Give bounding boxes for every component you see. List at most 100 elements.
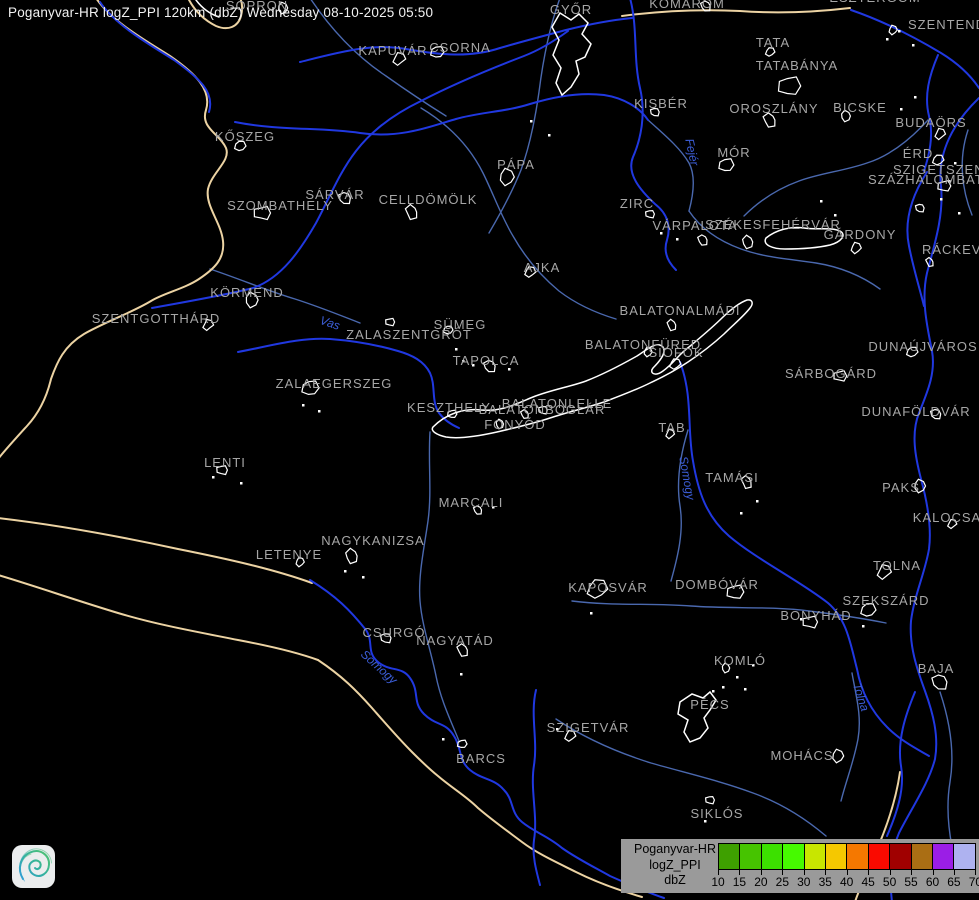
settlement-dot	[362, 576, 365, 579]
legend-color-cell	[932, 844, 955, 869]
town-boundary-marker	[704, 795, 716, 805]
water-outline	[551, 11, 592, 97]
town-boundary-marker	[233, 140, 247, 152]
county-border-line	[688, 210, 881, 290]
city-label: SZENTGOTTHÁRD	[91, 311, 221, 326]
city-label: KOMLÓ	[714, 653, 766, 668]
legend-color-cell	[719, 844, 741, 869]
town-boundary-marker	[931, 154, 945, 166]
legend-tick-label: 50	[882, 875, 897, 889]
settlement-dot	[660, 232, 663, 235]
settlement-dot	[756, 500, 759, 503]
city-label: CELLDÖMÖLK	[378, 192, 478, 207]
city-label: SZEKSZÁRD	[842, 593, 930, 608]
town-boundary-marker	[924, 256, 934, 268]
water-outline	[431, 299, 753, 439]
town-boundary-marker	[696, 234, 708, 246]
country-border-line	[187, 0, 244, 30]
city-label: AJKA	[523, 260, 561, 275]
legend-color-cell	[740, 844, 762, 869]
legend-color-cell	[825, 844, 848, 869]
county-border-line	[670, 429, 689, 582]
city-label: NAGYKANIZSA	[321, 533, 425, 548]
settlement-dot	[530, 120, 533, 123]
river-line	[299, 17, 633, 63]
town-boundary-marker	[564, 730, 577, 743]
county-border-line	[488, 0, 561, 234]
town-boundary-marker	[379, 633, 392, 644]
legend-tick	[760, 870, 762, 875]
town-boundary-marker	[456, 739, 468, 749]
country-border-line	[0, 517, 313, 584]
town-boundary-marker	[430, 45, 445, 58]
city-label: SÁRVÁR	[305, 187, 365, 202]
town-boundary-marker	[740, 474, 752, 490]
city-label: DOMBÓVÁR	[675, 577, 759, 592]
town-boundary-marker	[832, 748, 845, 764]
town-boundary-marker	[245, 291, 259, 309]
settlement-dot	[712, 690, 715, 693]
river-line	[923, 54, 939, 172]
town-boundary-marker	[482, 359, 496, 373]
town-boundary-marker	[446, 409, 458, 419]
city-label: LETENYE	[255, 547, 323, 562]
town-boundary-marker	[519, 408, 529, 419]
legend-tick-label: 35	[818, 875, 832, 889]
town-boundary-marker	[643, 346, 653, 358]
city-label: KALOCSA	[912, 510, 979, 525]
settlement-dot	[912, 44, 915, 47]
settlement-dot	[344, 570, 347, 573]
town-boundary-marker	[833, 370, 848, 382]
town-boundary-marker	[905, 346, 919, 358]
legend-color-cell	[804, 844, 826, 869]
county-border-line	[209, 268, 361, 324]
town-boundary-marker	[472, 505, 483, 515]
legend-tick-label: 10	[711, 875, 725, 889]
town-boundary-marker	[741, 234, 754, 250]
settlement-dot	[492, 506, 495, 509]
town-boundary-marker	[931, 674, 948, 690]
country-border-line	[0, 0, 228, 459]
city-label: BAJA	[917, 661, 955, 676]
legend-tick	[718, 870, 719, 875]
city-label: KOMÁROM	[649, 0, 725, 11]
city-label: SZIGETVÁR	[546, 720, 630, 735]
county-border-line	[571, 600, 887, 624]
settlement-dot	[958, 212, 961, 215]
county-border-line	[418, 431, 460, 742]
city-label: KÖRMEND	[210, 285, 284, 300]
settlement-dot	[800, 618, 803, 621]
county-border-line	[555, 718, 827, 837]
city-label: MOHÁCS	[770, 748, 834, 763]
town-boundary-marker	[777, 76, 802, 95]
city-label: KISBÉR	[634, 96, 688, 111]
town-boundary-marker	[762, 112, 776, 128]
town-boundary-marker	[914, 203, 925, 213]
legend-tick-label: 25	[775, 875, 790, 889]
settlement-dot	[948, 180, 951, 183]
city-label: PÉCS	[690, 697, 730, 712]
country-border-line	[621, 7, 851, 17]
legend-info: Poganyvar-HR logZ_PPI dbZ	[627, 842, 723, 889]
town-boundary-marker	[301, 380, 320, 396]
legend-tick-label: 65	[947, 875, 961, 889]
town-boundary-marker	[202, 318, 215, 332]
town-boundary-marker	[345, 547, 358, 565]
hungaromet-logo-icon	[12, 845, 55, 888]
legend-tick	[803, 870, 805, 875]
river-line	[629, 0, 677, 271]
town-boundary-marker	[442, 325, 454, 335]
town-boundary-marker	[934, 127, 947, 141]
town-boundary-marker	[764, 47, 776, 57]
legend-color-scale	[718, 843, 976, 870]
town-boundary-marker	[850, 241, 863, 255]
county-border-line	[840, 672, 861, 802]
settlement-dot	[455, 348, 458, 351]
legend-tick-label: 30	[797, 875, 811, 889]
city-label: SÁRBOGÁRD	[784, 366, 878, 381]
city-label: CSORNA	[429, 40, 491, 55]
city-label: SIÓFOK	[648, 345, 704, 360]
river-line	[99, 1, 212, 113]
settlement-dot	[940, 198, 943, 201]
legend-tick	[846, 870, 848, 875]
